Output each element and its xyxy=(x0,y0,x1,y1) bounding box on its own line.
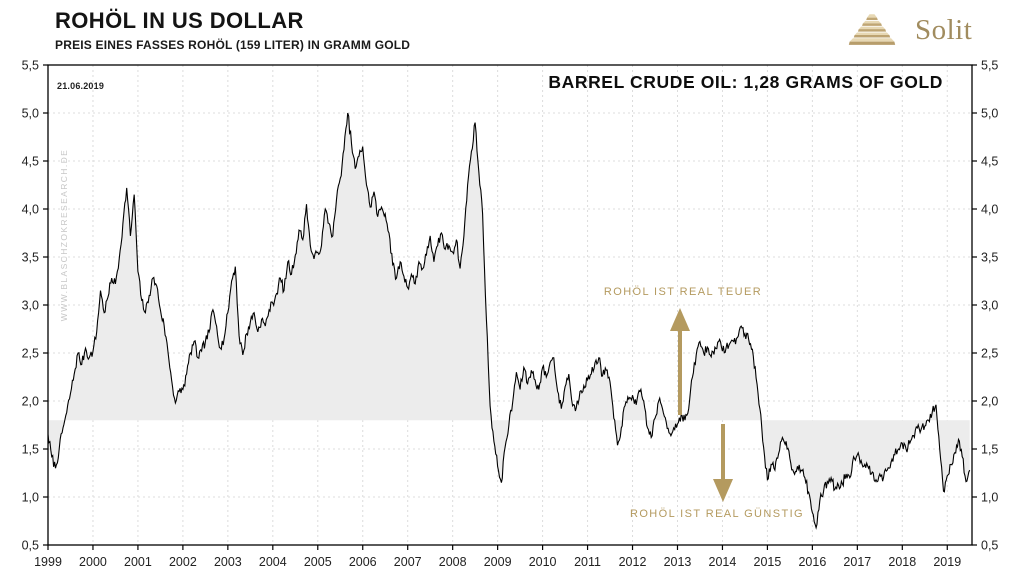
watermark-url: WWW.BLASCHZOKRESEARCH.DE xyxy=(59,148,69,322)
y-axis-label-left: 1,5 xyxy=(22,443,39,457)
down-arrow-head-icon xyxy=(713,479,733,502)
page-subtitle: PREIS EINES FASSES ROHÖL (159 LITER) IN … xyxy=(55,38,411,52)
price-line xyxy=(47,112,971,530)
x-axis-label: 2016 xyxy=(798,555,826,569)
y-axis-label-right: 1,0 xyxy=(981,491,998,505)
y-axis-label-left: 2,5 xyxy=(22,347,39,361)
solit-logo-text: Solit xyxy=(915,13,973,46)
x-axis-label: 2019 xyxy=(933,555,961,569)
x-axis-label: 2003 xyxy=(214,555,242,569)
x-axis-label: 2004 xyxy=(259,555,287,569)
x-axis-label: 2018 xyxy=(888,555,916,569)
chart-date-label: 21.06.2019 xyxy=(57,81,105,91)
up-arrow-head-icon xyxy=(670,308,690,331)
x-axis-label: 2013 xyxy=(664,555,692,569)
y-axis-label-left: 5,5 xyxy=(22,59,39,73)
x-axis-label: 2009 xyxy=(484,555,512,569)
x-axis-label: 2014 xyxy=(709,555,737,569)
y-axis-label-right: 3,0 xyxy=(981,299,998,313)
current-value-callout: BARREL CRUDE OIL: 1,28 GRAMS OF GOLD xyxy=(548,72,943,92)
x-axis-label: 2007 xyxy=(394,555,422,569)
x-axis-label: 2002 xyxy=(169,555,197,569)
solit-logo: Solit xyxy=(843,10,972,50)
x-axis-label: 1999 xyxy=(34,555,62,569)
x-axis-label: 2015 xyxy=(754,555,782,569)
y-axis-label-right: 0,5 xyxy=(981,539,998,553)
y-axis-label-right: 3,5 xyxy=(981,251,998,265)
y-axis-label-left: 5,0 xyxy=(22,107,39,121)
y-axis-label-left: 4,0 xyxy=(22,203,39,217)
y-axis-label-left: 2,0 xyxy=(22,395,39,409)
x-axis-label: 2005 xyxy=(304,555,332,569)
y-axis-label-right: 1,5 xyxy=(981,443,998,457)
x-axis-label: 2001 xyxy=(124,555,152,569)
pyramid-icon xyxy=(848,14,896,45)
y-axis-label-left: 4,5 xyxy=(22,155,39,169)
x-axis-label: 2008 xyxy=(439,555,467,569)
y-axis-label-right: 5,0 xyxy=(981,107,998,121)
y-axis-label-left: 1,0 xyxy=(22,491,39,505)
y-axis-label-right: 4,5 xyxy=(981,155,998,169)
x-axis-label: 2010 xyxy=(529,555,557,569)
y-axis-label-left: 3,5 xyxy=(22,251,39,265)
y-axis-label-left: 3,0 xyxy=(22,299,39,313)
page-title: ROHÖL IN US DOLLAR xyxy=(55,8,304,33)
annotation-real-cheap: ROHÖL IST REAL GÜNSTIG xyxy=(629,508,805,520)
x-axis-label: 2000 xyxy=(79,555,107,569)
x-axis-label: 2017 xyxy=(843,555,871,569)
y-axis-label-right: 2,0 xyxy=(981,395,998,409)
y-axis-label-left: 0,5 xyxy=(22,539,39,553)
y-axis-label-right: 5,5 xyxy=(981,59,998,73)
area-fill xyxy=(48,113,970,528)
y-axis-label-right: 2,5 xyxy=(981,347,998,361)
annotation-real-expensive: ROHÖL IST REAL TEUER xyxy=(603,286,763,298)
y-axis-label-right: 4,0 xyxy=(981,203,998,217)
x-axis-label: 2012 xyxy=(619,555,647,569)
x-axis-label: 2011 xyxy=(574,555,601,569)
x-axis-label: 2006 xyxy=(349,555,377,569)
